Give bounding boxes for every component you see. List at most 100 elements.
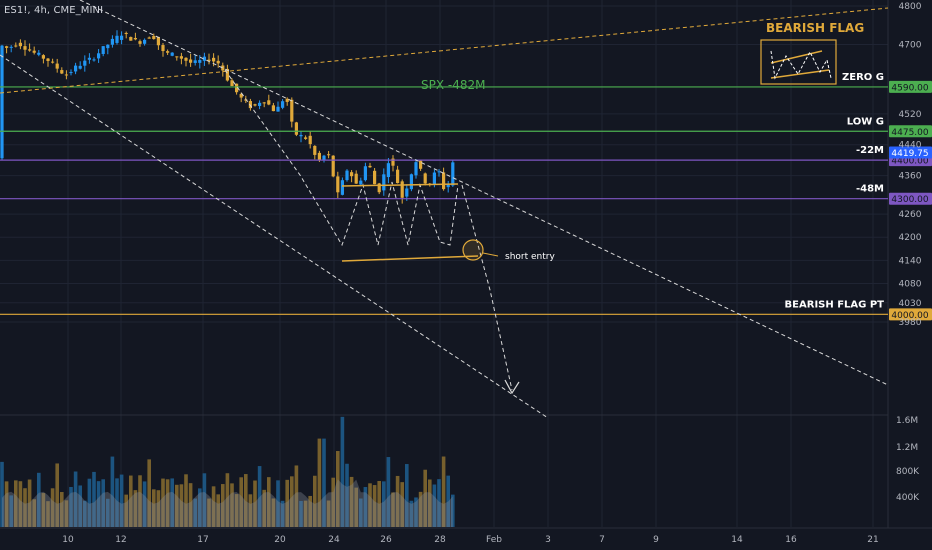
candle-body bbox=[28, 49, 32, 51]
volume-bar bbox=[239, 477, 243, 527]
time-tick-label: 26 bbox=[380, 535, 392, 545]
candle-body bbox=[124, 32, 128, 34]
volume-bar bbox=[211, 486, 216, 527]
price-tick-label: 4030 bbox=[899, 299, 922, 309]
price-tick-label: 4360 bbox=[899, 172, 922, 182]
candle-body bbox=[166, 51, 170, 53]
candle-body bbox=[409, 174, 413, 190]
candle-body bbox=[382, 174, 386, 191]
candle-body bbox=[304, 137, 308, 139]
volume-bar bbox=[92, 471, 96, 527]
volume-bar bbox=[165, 479, 170, 527]
volume-bar bbox=[87, 478, 92, 527]
candle-body bbox=[202, 56, 206, 61]
candle-body bbox=[244, 99, 248, 101]
candle-body bbox=[51, 61, 55, 63]
time-tick-label: 7 bbox=[599, 535, 605, 545]
volume-bar bbox=[179, 484, 184, 527]
volume-bar bbox=[119, 474, 124, 527]
candle-body bbox=[345, 170, 349, 181]
candle-body bbox=[143, 39, 147, 44]
level-price-tag bbox=[889, 80, 932, 93]
price-tick-label: 4800 bbox=[899, 2, 922, 12]
volume-bar bbox=[221, 484, 225, 527]
candle-body bbox=[350, 172, 354, 177]
volume-bar bbox=[96, 481, 101, 527]
volume-bar bbox=[248, 494, 253, 527]
volume-bar bbox=[46, 501, 50, 527]
price-tick-label: 4520 bbox=[899, 110, 922, 120]
volume-bar bbox=[175, 484, 179, 527]
volume-bar bbox=[326, 500, 331, 527]
candle-body bbox=[212, 57, 216, 62]
level-price-tag bbox=[889, 308, 932, 321]
candle-body bbox=[340, 180, 344, 195]
candle-body bbox=[106, 44, 110, 49]
volume-bar bbox=[83, 500, 87, 527]
candle-body bbox=[198, 59, 202, 63]
volume-tick-label: 1.2M bbox=[896, 443, 918, 453]
volume-bar bbox=[110, 456, 115, 527]
volume-bar bbox=[432, 484, 437, 527]
candle-body bbox=[308, 135, 312, 145]
price-tick-label: 4700 bbox=[899, 41, 922, 51]
volume-bar bbox=[188, 483, 193, 527]
candle-body bbox=[419, 160, 423, 169]
volume-bar bbox=[225, 473, 230, 527]
volume-bar bbox=[152, 489, 156, 527]
candle-body bbox=[414, 162, 418, 176]
volume-bar bbox=[363, 487, 368, 527]
level-name: -22M bbox=[856, 145, 884, 156]
level-price-label: 4000.00 bbox=[891, 311, 928, 321]
volume-bar bbox=[69, 486, 73, 527]
candle-body bbox=[377, 183, 381, 193]
time-tick-label: Feb bbox=[486, 535, 502, 545]
volume-bar bbox=[138, 475, 142, 527]
candle-body bbox=[138, 41, 142, 44]
candle-body bbox=[281, 101, 285, 108]
candle-body bbox=[239, 93, 243, 98]
volume-bar bbox=[271, 498, 276, 527]
volume-bar bbox=[216, 494, 220, 527]
volume-bar bbox=[161, 478, 165, 527]
volume-bar bbox=[299, 500, 303, 527]
volume-bar bbox=[262, 489, 266, 527]
candle-body bbox=[23, 46, 27, 50]
candle-body bbox=[432, 172, 436, 185]
candle-body bbox=[391, 158, 395, 166]
volume-bar bbox=[55, 463, 59, 527]
candle-body bbox=[336, 176, 340, 193]
time-tick-label: 16 bbox=[785, 535, 797, 545]
level-price-label: 4590.00 bbox=[891, 83, 928, 93]
candle-body bbox=[0, 45, 4, 159]
volume-tick-label: 800K bbox=[896, 467, 920, 477]
volume-bar bbox=[50, 488, 55, 527]
candle-body bbox=[189, 59, 193, 63]
candle-body bbox=[87, 57, 91, 60]
volume-bar bbox=[60, 492, 64, 527]
volume-bar bbox=[170, 478, 174, 527]
price-tick-label: 4200 bbox=[899, 233, 922, 243]
candle-body bbox=[207, 59, 211, 61]
entry-pointer bbox=[482, 252, 499, 257]
level-name: BEARISH FLAG PT bbox=[785, 299, 885, 310]
volume-bar bbox=[345, 463, 349, 527]
volume-bar bbox=[437, 479, 441, 527]
volume-bar bbox=[340, 416, 345, 527]
candle-body bbox=[60, 70, 64, 74]
descending-trendline bbox=[79, 0, 889, 386]
volume-bar bbox=[41, 493, 46, 527]
volume-bar bbox=[290, 476, 294, 527]
volume-bar bbox=[37, 472, 41, 527]
volume-bar bbox=[184, 474, 188, 527]
volume-bar bbox=[202, 473, 207, 527]
volume-bar bbox=[349, 476, 354, 527]
volume-bar bbox=[391, 492, 395, 527]
volume-bar bbox=[18, 481, 23, 527]
candle-body bbox=[285, 98, 289, 102]
price-tick-label: 4260 bbox=[899, 210, 922, 220]
volume-bar bbox=[313, 475, 317, 527]
volume-bar bbox=[446, 475, 450, 527]
